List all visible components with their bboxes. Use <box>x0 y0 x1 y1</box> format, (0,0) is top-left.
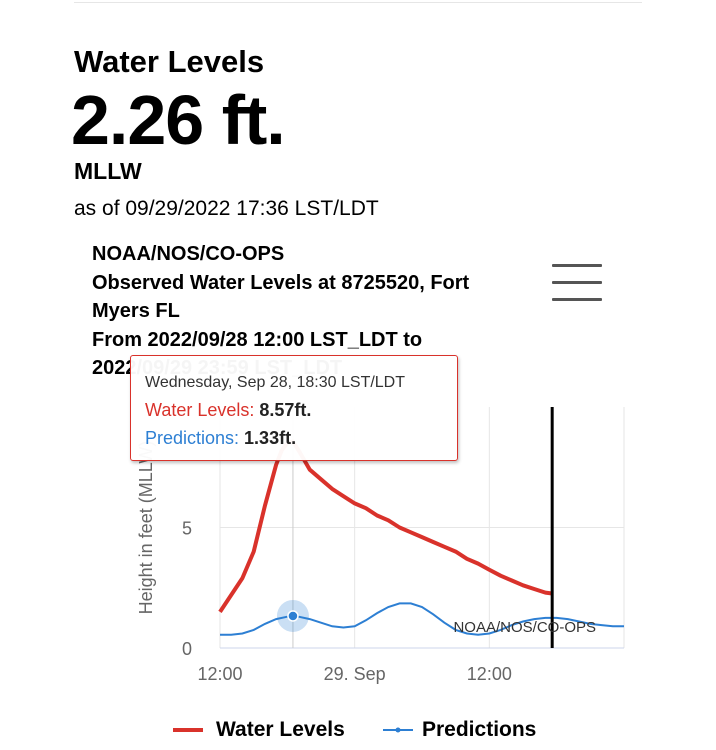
x-tick-label: 12:00 <box>197 664 242 684</box>
chart-credit: NOAA/NOS/CO-OPS <box>453 619 596 636</box>
legend-item-water-levels[interactable]: Water Levels <box>208 712 345 748</box>
highlight-point[interactable] <box>287 610 299 622</box>
y-tick-label: 0 <box>182 639 192 659</box>
tooltip-pred-row: Predictions: 1.33ft. <box>145 428 296 449</box>
legend-predictions-marker <box>395 727 401 733</box>
chart-title-line: Observed Water Levels at 8725520, Fort <box>92 271 470 294</box>
legend-water-label: Water Levels <box>216 718 345 741</box>
x-tick-label: 29. Sep <box>324 664 386 684</box>
current-water-level: 2.26 ft. <box>71 81 286 159</box>
menu-bar <box>552 281 602 284</box>
tooltip-water-row: Water Levels: 8.57ft. <box>145 400 311 421</box>
as-of-timestamp: as of 09/29/2022 17:36 LST/LDT <box>74 197 379 220</box>
card-title: Water Levels <box>74 44 265 79</box>
datum-label: MLLW <box>74 158 142 184</box>
chart-title-line: NOAA/NOS/CO-OPS <box>92 243 285 265</box>
menu-bar <box>552 264 602 267</box>
tooltip-pred-label: Predictions: <box>145 428 245 448</box>
top-divider <box>74 2 642 3</box>
chart-title-line: Myers FL <box>92 300 180 322</box>
tooltip-water-label: Water Levels: <box>145 400 260 420</box>
chart-menu-button[interactable] <box>552 262 604 306</box>
chart-title-line: From 2022/09/28 12:00 LST_LDT to <box>92 328 423 351</box>
tooltip-pred-value: 1.33ft. <box>244 428 297 448</box>
water-levels-series-line <box>218 439 553 614</box>
legend-item-predictions[interactable]: Predictions <box>414 712 536 748</box>
chart-tooltip: Wednesday, Sep 28, 18:30 LST/LDT Water L… <box>130 355 458 461</box>
tooltip-header: Wednesday, Sep 28, 18:30 LST/LDT <box>145 374 406 391</box>
chart-series <box>218 439 624 636</box>
axis-ticks: 0 5 12:00 29. Sep 12:00 <box>182 519 512 685</box>
menu-bar <box>552 298 602 301</box>
y-tick-label: 5 <box>182 519 192 539</box>
y-axis-label: Height in feet (MLLW) <box>136 441 156 615</box>
tooltip-water-value: 8.57ft. <box>259 400 312 420</box>
x-tick-label: 12:00 <box>467 664 512 684</box>
legend-predictions-label: Predictions <box>422 718 537 741</box>
